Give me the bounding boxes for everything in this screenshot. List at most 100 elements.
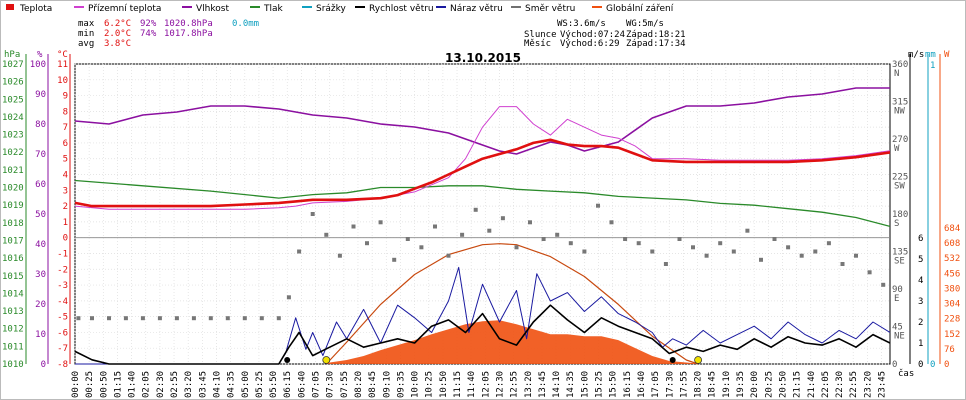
tick-dir-lbl: NE [894, 332, 905, 342]
legend: Teplota Přízemní teplota Vlhkost Tlak Srážky… [6, 4, 674, 14]
tick-time: 15:25 [595, 371, 605, 398]
legend-label-6: Náraz větru [450, 4, 503, 14]
tick-time: 07:30 [326, 371, 336, 398]
series-wind-dir-point [259, 316, 264, 321]
tick-pct: 60 [35, 180, 46, 190]
tick-degc: 10 [57, 76, 68, 86]
series-wind-dir-point [867, 270, 872, 275]
tick-hpa: 1013 [2, 307, 24, 317]
legend-label-1: Přízemní teplota [88, 4, 161, 14]
info-wg: WG:5m/s [626, 19, 664, 29]
tick-time: 02:05 [142, 371, 152, 398]
series-wind-dir-point [365, 241, 369, 246]
tick-time: 23:45 [878, 371, 888, 398]
series-wind-dir-point [514, 245, 519, 250]
tick-time: 03:45 [198, 371, 208, 398]
tick-degc: 6 [63, 139, 68, 149]
series-wind-dir-point [813, 249, 818, 254]
tick-time: 23:20 [863, 371, 873, 398]
tick-time: 10:50 [439, 371, 449, 398]
legend-label-5: Rychlost větru [369, 4, 434, 14]
tick-time: 12:05 [481, 371, 491, 398]
chart-title: 13.10.2015 [445, 51, 521, 65]
tick-time: 02:55 [170, 371, 180, 398]
tick-time: 21:15 [793, 371, 803, 398]
series-wind-dir-point [840, 262, 845, 266]
series-wind-dir-point [704, 253, 709, 258]
series-wind-dir-point [473, 207, 478, 212]
series [74, 87, 891, 365]
tick-hpa: 1012 [2, 325, 24, 335]
tick-time: 12:55 [510, 371, 520, 398]
tick-w: 380 [944, 284, 960, 294]
tick-degc: 3 [63, 186, 68, 196]
tick-hpa: 1017 [2, 236, 24, 246]
axis-w-label: W [944, 50, 950, 60]
stat-max-1: 6.2°C [104, 19, 131, 29]
axis-pct-label: % [37, 50, 43, 60]
tick-time: 17:30 [665, 371, 675, 398]
series-wind-dir-point [487, 228, 492, 233]
tick-degc: 8 [63, 107, 68, 117]
tick-degc: 5 [63, 155, 68, 165]
legend-label-2: Vlhkost [196, 4, 229, 14]
tick-pct: 10 [35, 330, 46, 340]
marker-moonset [669, 357, 676, 363]
tick-hpa: 1011 [2, 342, 24, 352]
series-pressure [74, 179, 891, 228]
series-wind-dir-point [276, 316, 281, 321]
tick-time: 20:00 [750, 371, 760, 398]
tick-mm: 0 [930, 360, 935, 370]
tick-dir: 225 [892, 173, 908, 183]
tick-time: 13:45 [538, 371, 548, 398]
tick-dir: 135 [892, 248, 908, 258]
tick-time: 12:30 [495, 371, 505, 398]
tick-time: 13:20 [524, 371, 534, 398]
tick-time: 09:10 [382, 371, 392, 398]
info-ws: WS:3.6m/s [557, 19, 606, 29]
tick-dir: 180 [892, 210, 908, 220]
marker-sun-0 [322, 356, 331, 364]
series-wind-dir-point [140, 316, 145, 321]
series-wind-dir-point [528, 220, 532, 225]
series-ground-temp [74, 106, 891, 210]
tick-time: 16:40 [637, 371, 647, 398]
series-wind-dir-point [324, 232, 329, 237]
stat-avg-0: avg [78, 39, 94, 49]
series-wind-dir-point [759, 257, 763, 262]
series-wind-dir-point [691, 245, 695, 250]
tick-time: 07:05 [312, 371, 322, 398]
tick-time: 01:40 [128, 371, 138, 398]
tick-pct: 0 [41, 360, 46, 370]
tick-time: 08:45 [368, 371, 378, 398]
tick-time: 17:55 [679, 371, 689, 398]
series-radiation-theory [325, 243, 699, 365]
series-wind-speed [74, 304, 891, 365]
series-wind-dir-point [90, 316, 94, 321]
tick-dir: 90 [892, 285, 903, 295]
tick-w: 456 [944, 269, 960, 279]
tick-time: 17:05 [651, 371, 661, 398]
series-wind-dir-point [718, 241, 723, 246]
series-wind-dir-point [310, 212, 315, 216]
series-wind-dir-point [555, 232, 560, 237]
info-mesic-label: Měsíc [524, 39, 551, 49]
series-wind-dir-point [433, 224, 437, 229]
tick-hpa: 1024 [2, 113, 24, 123]
series-wind-dir-point [157, 316, 162, 321]
tick-ms: 0 [918, 360, 923, 370]
tick-dir: 45 [892, 323, 903, 333]
tick-time: 03:20 [184, 371, 194, 398]
series-wind-dir-point [731, 249, 736, 254]
tick-hpa: 1020 [2, 184, 24, 194]
series-wind-dir-point [107, 316, 111, 321]
tick-time: 00:25 [85, 371, 95, 398]
tick-ms: 3 [918, 297, 923, 307]
tick-hpa: 1023 [2, 131, 24, 141]
tick-time: 18:20 [694, 371, 704, 398]
tick-dir-lbl: N [894, 69, 899, 79]
tick-pct: 100 [30, 60, 46, 70]
legend-swatch-teplota [6, 4, 14, 10]
tick-hpa: 1025 [2, 95, 24, 105]
tick-time: 14:35 [566, 371, 576, 398]
